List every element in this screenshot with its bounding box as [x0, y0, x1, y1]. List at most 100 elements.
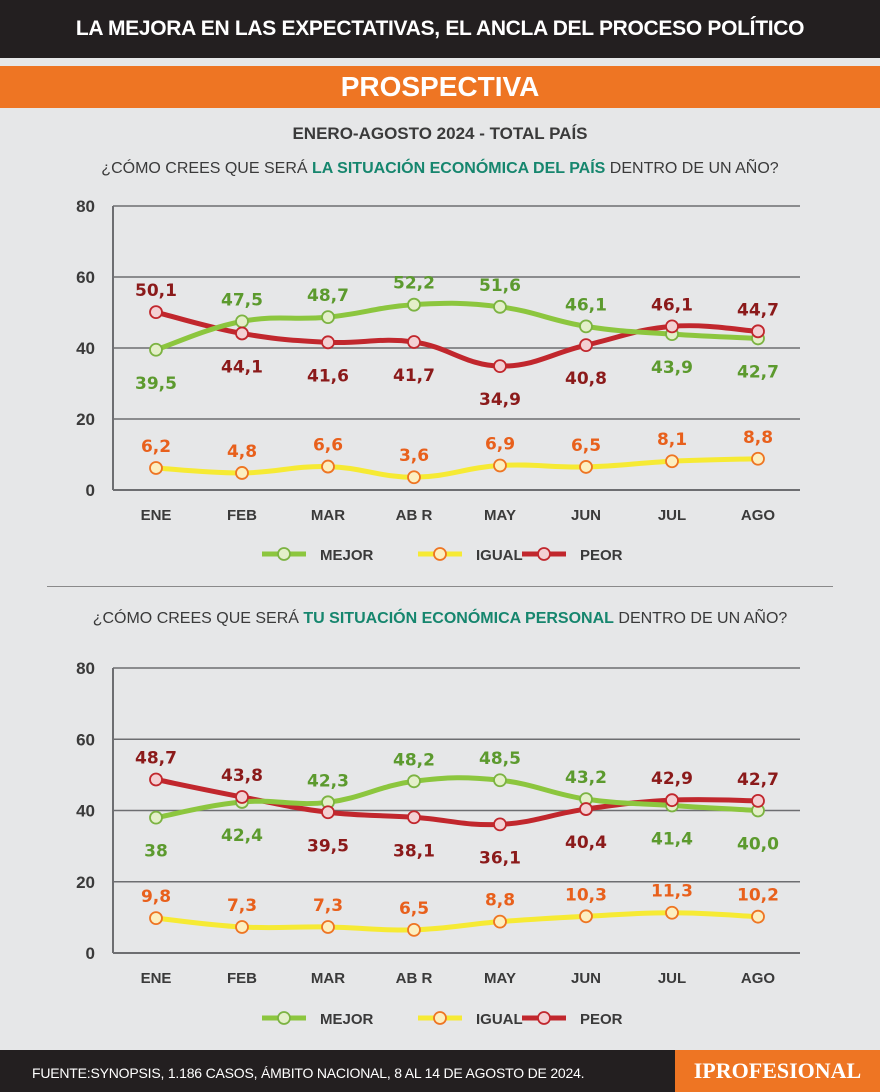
x-tick-label: MAR: [311, 507, 345, 524]
legend-label-mejor: MEJOR: [320, 1011, 374, 1028]
data-label-igual: 11,3: [651, 882, 693, 902]
data-point-peor: [751, 324, 765, 339]
data-point-peor: [665, 319, 679, 334]
data-label-mejor: 47,5: [221, 290, 263, 310]
data-label-mejor: 48,2: [393, 750, 435, 770]
data-point-peor: [321, 805, 335, 820]
data-label-igual: 7,3: [313, 896, 343, 916]
data-label-peor: 34,9: [479, 390, 521, 410]
series-line-mejor: [153, 775, 761, 821]
question-1: ¿CÓMO CREES QUE SERÁ LA SITUACIÓN ECONÓM…: [0, 160, 880, 178]
chart-personal: 0 20 40 60 80 ENE FEB MAR AB R MAY JUN JUL AGO 38 42,4…: [76, 659, 800, 1028]
data-point-igual: [321, 459, 335, 474]
question-2-pre: ¿CÓMO CREES QUE SERÁ: [92, 610, 304, 627]
data-point-igual: [149, 911, 163, 925]
data-label-igual: 8,8: [743, 428, 773, 448]
y-tick-label: 40: [76, 802, 95, 821]
x-tick-label: JUN: [571, 970, 601, 987]
y-tick-label: 60: [76, 268, 95, 287]
data-label-mejor: 41,4: [651, 830, 693, 850]
data-label-peor: 40,8: [565, 369, 607, 389]
series-line-igual: [153, 456, 761, 480]
data-point-igual: [493, 914, 507, 929]
data-point-mejor: [321, 310, 335, 325]
x-tick-label: AGO: [741, 970, 776, 987]
data-point-peor: [407, 335, 421, 349]
series-line-peor: [153, 309, 761, 369]
data-point-igual: [579, 909, 593, 924]
question-1-emphasis: LA SITUACIÓN ECONÓMICA DEL PAÍS: [312, 160, 606, 177]
data-point-igual: [751, 451, 765, 466]
data-point-peor: [149, 772, 163, 787]
data-point-peor: [235, 326, 249, 341]
x-tick-label: AB R: [396, 507, 433, 524]
data-point-mejor: [493, 773, 507, 788]
data-label-igual: 4,8: [227, 442, 257, 462]
data-point-igual: [235, 920, 249, 934]
data-label-igual: 10,3: [565, 885, 607, 905]
data-label-peor: 41,6: [307, 366, 349, 386]
legend-label-peor: PEOR: [580, 547, 623, 564]
legend-label-peor: PEOR: [580, 1011, 623, 1028]
question-2-post: DENTRO DE UN AÑO?: [613, 610, 788, 627]
x-tick-label: JUL: [658, 970, 686, 987]
data-point-peor: [321, 335, 335, 350]
data-point-igual: [493, 458, 507, 473]
question-1-pre: ¿CÓMO CREES QUE SERÁ: [101, 160, 312, 177]
legend-label-mejor: MEJOR: [320, 547, 374, 564]
data-point-igual: [665, 905, 679, 920]
x-tick-label: MAY: [484, 507, 516, 524]
data-label-peor: 39,5: [307, 836, 349, 856]
series-line-mejor: [153, 300, 761, 353]
data-point-mejor: [149, 342, 163, 357]
question-2-emphasis: TU SITUACIÓN ECONÓMICA PERSONAL: [303, 610, 614, 627]
data-label-igual: 7,3: [227, 896, 257, 916]
y-tick-label: 40: [76, 339, 95, 358]
data-point-peor: [665, 793, 679, 808]
y-tick-label: 0: [86, 944, 95, 963]
legend-label-igual: IGUAL: [476, 1011, 523, 1028]
data-point-mejor: [493, 299, 507, 314]
data-label-peor: 48,7: [135, 749, 177, 769]
y-tick-label: 20: [76, 410, 95, 429]
y-tick-label: 0: [86, 481, 95, 500]
divider: [47, 586, 833, 587]
data-label-mejor: 51,6: [479, 276, 521, 296]
data-point-peor: [149, 305, 163, 320]
data-label-peor: 41,7: [393, 366, 435, 386]
data-point-peor: [751, 793, 765, 808]
data-label-peor: 38,1: [393, 841, 435, 861]
source-note: FUENTE:SYNOPSIS, 1.186 CASOS, ÁMBITO NAC…: [32, 1065, 585, 1081]
x-tick-label: MAR: [311, 970, 345, 987]
data-label-igual: 8,1: [657, 430, 687, 450]
data-label-igual: 6,2: [141, 437, 171, 457]
legend-marker-peor: [537, 547, 551, 561]
y-tick-label: 60: [76, 730, 95, 749]
data-point-igual: [235, 466, 249, 480]
iprofesional-logo: IPROFESIONAL: [675, 1050, 880, 1092]
data-label-igual: 6,9: [485, 435, 515, 455]
x-tick-label: AGO: [741, 507, 776, 524]
data-label-mejor: 39,5: [135, 374, 177, 394]
data-point-peor: [235, 790, 249, 804]
data-point-igual: [665, 454, 679, 469]
data-point-igual: [751, 909, 765, 924]
data-label-mejor: 42,3: [307, 771, 349, 791]
main-title: LA MEJORA EN LAS EXPECTATIVAS, EL ANCLA …: [0, 0, 880, 58]
data-label-mejor: 46,1: [565, 295, 607, 315]
legend-marker-mejor: [277, 1011, 291, 1025]
y-tick-label: 80: [76, 659, 95, 678]
data-label-peor: 42,7: [737, 770, 779, 790]
data-label-igual: 9,8: [141, 887, 171, 907]
data-label-igual: 6,6: [313, 436, 343, 456]
data-point-mejor: [579, 319, 593, 334]
data-label-mejor: 42,4: [221, 826, 263, 846]
data-label-igual: 6,5: [571, 436, 601, 456]
data-point-mejor: [407, 297, 421, 312]
data-label-mejor: 43,9: [651, 358, 693, 378]
data-label-mejor: 48,5: [479, 749, 521, 769]
data-point-igual: [407, 470, 421, 485]
data-label-peor: 44,7: [737, 300, 779, 320]
data-point-peor: [579, 338, 593, 353]
legend-marker-igual: [433, 1011, 447, 1025]
